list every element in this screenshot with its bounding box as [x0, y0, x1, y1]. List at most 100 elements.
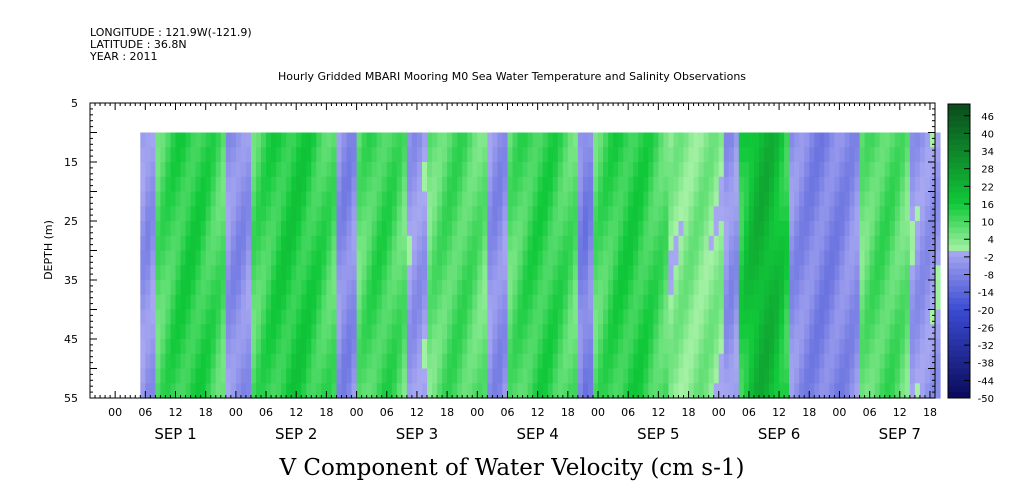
- heatmap-cell: [326, 324, 332, 340]
- heatmap-cell: [562, 324, 569, 340]
- heatmap-cell: [391, 383, 398, 399]
- heatmap-cell: [537, 191, 544, 207]
- heatmap-cell: [698, 250, 705, 266]
- heatmap-cell: [215, 250, 222, 266]
- heatmap-cell: [487, 162, 493, 178]
- x-hour-label: 06: [621, 406, 635, 419]
- heatmap-cell: [427, 162, 433, 178]
- heatmap-cell: [834, 368, 840, 384]
- heatmap-cell: [210, 353, 217, 370]
- heatmap-cell: [271, 324, 277, 340]
- heatmap-cell: [477, 147, 483, 163]
- heatmap-cell: [542, 368, 549, 384]
- heatmap-cell: [623, 147, 629, 163]
- heatmap-cell: [230, 324, 237, 340]
- heatmap-cell: [909, 280, 916, 296]
- heatmap-cell: [432, 265, 438, 281]
- heatmap-cell: [598, 147, 604, 163]
- heatmap-cell: [416, 221, 423, 237]
- heatmap-cell: [859, 309, 866, 325]
- colorbar-label: -38: [978, 359, 994, 370]
- heatmap-cell: [603, 132, 609, 148]
- heatmap-cell: [854, 339, 861, 355]
- heatmap-cell: [748, 147, 755, 163]
- heatmap-cell: [225, 191, 232, 207]
- heatmap-cell: [256, 324, 262, 340]
- heatmap-cell: [225, 147, 232, 163]
- heatmap-cell: [794, 250, 800, 266]
- heatmap-cell: [522, 280, 529, 296]
- heatmap-cell: [748, 353, 755, 370]
- heatmap-cell: [321, 280, 327, 296]
- heatmap-cell: [834, 294, 840, 311]
- heatmap-cell: [879, 206, 886, 222]
- heatmap-cell: [789, 383, 795, 399]
- heatmap-cell: [552, 132, 559, 148]
- heatmap-cell: [296, 265, 302, 281]
- heatmap-cell: [874, 353, 881, 370]
- heatmap-cell: [311, 162, 317, 178]
- heatmap-cell: [587, 176, 594, 193]
- heatmap-cell: [160, 191, 166, 207]
- colorbar-label: 46: [981, 112, 994, 123]
- heatmap-cell: [879, 235, 886, 252]
- heatmap-cell: [904, 294, 911, 311]
- heatmap-cell: [422, 221, 428, 237]
- heatmap-cell: [648, 162, 654, 178]
- heatmap-cell: [467, 280, 473, 296]
- heatmap-cell: [276, 368, 282, 384]
- heatmap-cell: [764, 280, 770, 296]
- heatmap-cell: [366, 353, 373, 370]
- heatmap-cell: [512, 162, 519, 178]
- heatmap-cell: [557, 265, 564, 281]
- heatmap-cell: [753, 250, 760, 266]
- colorbar-swatch: [948, 198, 970, 205]
- heatmap-cell: [251, 132, 257, 148]
- heatmap-cell: [497, 280, 503, 296]
- heatmap-cell: [467, 132, 473, 148]
- heatmap-cell: [688, 309, 695, 325]
- heatmap-cell: [416, 353, 423, 370]
- colorbar-swatch: [948, 245, 970, 252]
- x-day-label: SEP 1: [154, 425, 196, 443]
- heatmap-cell: [447, 191, 453, 207]
- heatmap-cell: [301, 250, 307, 266]
- heatmap-cell: [477, 250, 483, 266]
- heatmap-cell: [336, 309, 343, 325]
- heatmap-cell: [165, 368, 171, 384]
- heatmap-cell: [698, 147, 705, 163]
- heatmap-cell: [301, 265, 307, 281]
- heatmap-cell: [416, 324, 423, 340]
- heatmap-cell: [698, 294, 705, 311]
- heatmap-cell: [316, 383, 322, 399]
- heatmap-cell: [733, 206, 740, 222]
- heatmap-cell: [517, 191, 524, 207]
- heatmap-cell: [311, 206, 317, 222]
- heatmap-cell: [230, 353, 237, 370]
- heatmap-cell: [673, 221, 680, 237]
- heatmap-cell: [628, 191, 634, 207]
- heatmap-cell: [683, 147, 690, 163]
- heatmap-cell: [577, 132, 584, 148]
- heatmap-cell: [688, 265, 695, 281]
- heatmap-cell: [240, 294, 247, 311]
- heatmap-cell: [834, 250, 840, 266]
- heatmap-cell: [150, 324, 156, 340]
- heatmap-cell: [477, 176, 483, 193]
- heatmap-cell: [235, 221, 242, 237]
- heatmap-cell: [864, 250, 871, 266]
- heatmap-cell: [381, 132, 388, 148]
- heatmap-cell: [225, 162, 232, 178]
- heatmap-cell: [477, 280, 483, 296]
- heatmap-cell: [230, 383, 237, 399]
- heatmap-cell: [482, 176, 488, 193]
- heatmap-cell: [160, 383, 166, 399]
- heatmap-cell: [552, 339, 559, 355]
- heatmap-cell: [437, 221, 443, 237]
- heatmap-cell: [753, 383, 760, 399]
- heatmap-cell: [884, 250, 891, 266]
- heatmap-cell: [909, 147, 916, 163]
- heatmap-cell: [467, 324, 473, 340]
- heatmap-cell: [658, 294, 664, 311]
